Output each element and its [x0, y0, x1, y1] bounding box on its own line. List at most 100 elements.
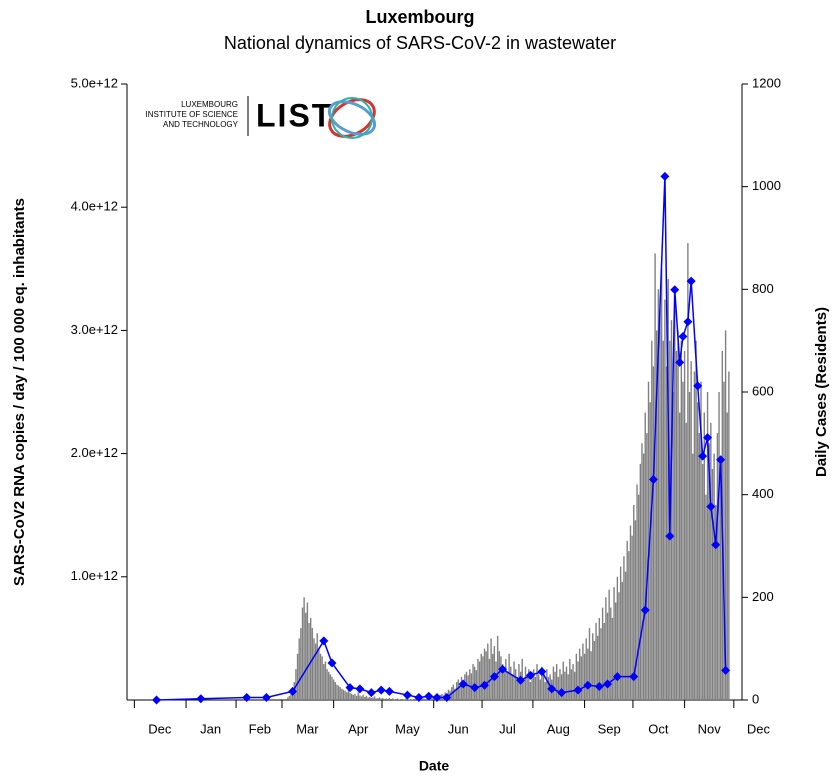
bar: [505, 658, 507, 700]
y2-tick-label: 600: [752, 383, 774, 398]
y-tick-label: 2.0e+12: [71, 445, 118, 460]
bar: [496, 635, 499, 700]
bar: [414, 698, 417, 700]
x-tick-label: May: [395, 721, 420, 736]
x-tick-label: Jul: [499, 721, 516, 736]
bar: [296, 653, 299, 700]
bar: [514, 669, 517, 700]
marker: [573, 685, 583, 695]
marker: [327, 658, 337, 668]
bar: [380, 698, 382, 700]
bar: [582, 643, 584, 700]
logo-ring: [331, 97, 373, 139]
bar: [508, 653, 510, 700]
bar: [678, 412, 681, 700]
bar: [313, 638, 315, 700]
marker: [288, 686, 298, 696]
bar: [726, 412, 728, 700]
bar: [569, 658, 571, 700]
marker: [665, 531, 675, 541]
bar: [574, 671, 576, 700]
marker: [583, 680, 593, 690]
bar: [308, 623, 310, 700]
bar: [465, 671, 468, 700]
x-tick-label: Oct: [648, 721, 669, 736]
bar: [531, 671, 533, 700]
logo-text: LUXEMBOURG: [181, 100, 238, 109]
bar: [595, 623, 597, 700]
bar: [523, 679, 525, 700]
bar: [326, 669, 328, 700]
bar: [529, 682, 532, 700]
bar: [631, 535, 633, 700]
bar: [395, 698, 397, 700]
bar: [703, 412, 705, 700]
bar: [290, 693, 292, 700]
bar: [713, 453, 715, 700]
bar: [357, 692, 359, 700]
bar: [459, 684, 461, 700]
bar: [295, 669, 297, 700]
bar: [331, 676, 333, 700]
marker: [683, 317, 693, 327]
bar: [618, 592, 620, 700]
bar: [354, 693, 356, 700]
x-tick-label: Mar: [296, 721, 319, 736]
logo-text: INSTITUTE OF SCIENCE: [146, 110, 238, 119]
bar: [536, 664, 538, 700]
bar: [629, 525, 632, 700]
bar: [341, 688, 343, 700]
marker: [442, 693, 452, 703]
y-tick-label: 4.0e+12: [71, 199, 118, 214]
bar: [705, 494, 707, 700]
bar: [405, 698, 407, 700]
bar: [562, 661, 564, 700]
bar: [634, 520, 637, 700]
bar: [697, 402, 699, 700]
marker: [402, 690, 412, 700]
bar: [533, 669, 535, 700]
bar: [526, 674, 528, 700]
bar: [555, 664, 558, 700]
marker: [319, 636, 329, 646]
marker: [366, 688, 376, 698]
bar: [698, 433, 701, 700]
bar: [660, 268, 663, 700]
logo: LUXEMBOURG INSTITUTE OF SCIENCE AND TECH…: [146, 96, 377, 139]
x-tick-label: Apr: [348, 721, 369, 736]
bar: [628, 551, 630, 700]
bar: [390, 698, 392, 700]
bar: [469, 669, 471, 700]
bar: [706, 392, 709, 700]
bar: [460, 676, 463, 700]
bar: [305, 612, 307, 700]
bar: [665, 366, 668, 700]
bar: [524, 666, 527, 700]
bar: [480, 653, 482, 700]
x-axis-label: Date: [419, 758, 450, 774]
x-tick-label: Jan: [200, 721, 221, 736]
bar: [718, 392, 720, 700]
bar: [370, 697, 373, 700]
bar: [685, 422, 687, 700]
bar: [613, 587, 615, 700]
bar: [478, 661, 481, 700]
x-tick-label: Jun: [448, 721, 469, 736]
bar: [588, 628, 591, 700]
bar: [606, 612, 609, 700]
bar: [600, 628, 602, 700]
bar: [728, 371, 730, 700]
x-tick-label: Feb: [249, 721, 271, 736]
bar: [513, 661, 515, 700]
marker: [345, 683, 355, 693]
marker: [261, 693, 271, 703]
bar: [723, 381, 725, 700]
bar: [329, 674, 332, 700]
bar: [557, 676, 560, 700]
bar: [578, 648, 581, 700]
bar: [401, 698, 404, 700]
bar: [637, 494, 640, 700]
logo-text: AND TECHNOLOGY: [163, 120, 239, 129]
bar: [373, 696, 376, 700]
